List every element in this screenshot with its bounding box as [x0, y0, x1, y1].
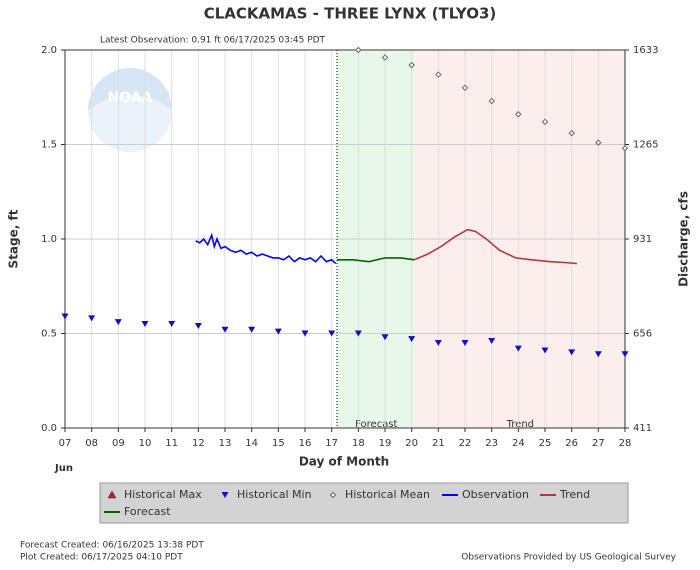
marker [595, 139, 602, 146]
marker [168, 321, 176, 328]
y2-tick-label: 1265 [633, 140, 658, 151]
marker [568, 129, 575, 137]
y-tick-label: 1.5 [41, 140, 57, 151]
footer-text: Plot Created: 06/17/2025 04:10 PDT [20, 553, 183, 563]
x-tick-label: 15 [272, 438, 285, 449]
series-line [337, 257, 415, 263]
marker [568, 349, 576, 356]
marker [621, 145, 629, 152]
legend-symbol [221, 492, 229, 498]
marker [141, 321, 149, 328]
x-tick-label: 19 [379, 438, 392, 449]
legend-label: Historical Mean [345, 488, 430, 501]
marker [274, 328, 282, 335]
legend-label: Forecast [124, 505, 171, 518]
marker [355, 46, 362, 54]
series-line [414, 228, 578, 265]
x-tick-label: 13 [219, 438, 232, 449]
marker [541, 118, 549, 126]
legend-label: Historical Min [237, 488, 312, 501]
marker [515, 111, 522, 118]
y-tick-label: 2.0 [41, 45, 57, 56]
legend-label: Historical Max [124, 488, 202, 501]
x-tick-label: 26 [565, 438, 578, 449]
x-tick-label: 25 [539, 438, 552, 449]
x-tick-label: 28 [619, 438, 632, 449]
logo-text: NOAA [108, 90, 153, 106]
marker [88, 315, 96, 322]
x-tick-label: 21 [432, 438, 445, 449]
y-tick-label: 0.0 [41, 423, 57, 434]
marker [61, 313, 69, 320]
y2-tick-label: 656 [633, 329, 652, 340]
x-tick-label: 17 [325, 438, 338, 449]
marker [114, 319, 122, 326]
logo: NOAA [88, 68, 172, 152]
footer-text: Forecast Created: 06/16/2025 13:38 PDT [20, 541, 204, 551]
marker [328, 330, 336, 337]
x-tick-label: 10 [139, 438, 152, 449]
legend-symbol [329, 491, 337, 499]
y-tick-label: 1.0 [41, 234, 57, 245]
logo-circle [88, 68, 172, 152]
month-label: Jun [54, 463, 73, 474]
marker [354, 330, 362, 337]
marker [488, 338, 496, 345]
x-tick-label: 11 [165, 438, 178, 449]
y2-tick-label: 931 [633, 234, 652, 245]
y2-tick-label: 1633 [633, 45, 658, 56]
x-tick-label: 20 [405, 438, 418, 449]
y-tick-label: 0.5 [41, 329, 57, 340]
x-tick-label: 08 [85, 438, 98, 449]
series-line [195, 232, 337, 265]
marker [541, 347, 549, 354]
marker [621, 351, 629, 358]
legend-label: Observation [462, 488, 529, 501]
x-tick-label: 16 [299, 438, 312, 449]
legend-box [99, 482, 629, 524]
x-tick-label: 22 [459, 438, 472, 449]
chart-title: CLACKAMAS - THREE LYNX (TLYO3) [204, 5, 497, 23]
marker [381, 334, 389, 341]
x-tick-label: 27 [592, 438, 605, 449]
region-label: Forecast [355, 419, 397, 430]
marker [434, 339, 442, 346]
x-axis-label: Day of Month [299, 455, 389, 469]
marker [301, 330, 309, 337]
marker [221, 326, 229, 333]
marker [408, 336, 416, 343]
x-tick-label: 24 [512, 438, 525, 449]
y2-axis-label: Discharge, cfs [677, 191, 691, 287]
marker [461, 84, 469, 92]
plot-border [64, 49, 626, 429]
marker [514, 345, 522, 352]
marker [381, 54, 389, 61]
marker [594, 351, 602, 358]
marker [461, 339, 469, 346]
x-tick-label: 23 [485, 438, 498, 449]
x-tick-label: 09 [112, 438, 125, 449]
marker [248, 326, 256, 333]
footer-text: Observations Provided by US Geological S… [461, 553, 676, 563]
marker [435, 71, 442, 78]
marker [408, 61, 415, 69]
subtitle: Latest Observation: 0.91 ft 06/17/2025 0… [100, 36, 326, 46]
x-tick-label: 07 [59, 438, 72, 449]
x-tick-label: 12 [192, 438, 205, 449]
x-tick-label: 18 [352, 438, 365, 449]
marker [488, 97, 495, 105]
y-axis-label: Stage, ft [7, 209, 21, 268]
legend-label: Trend [559, 488, 590, 501]
region-label: Trend [506, 419, 534, 430]
marker [194, 322, 202, 329]
legend-symbol [107, 490, 117, 499]
x-tick-label: 14 [245, 438, 258, 449]
logo-wave [88, 95, 172, 152]
y2-tick-label: 411 [633, 423, 652, 434]
